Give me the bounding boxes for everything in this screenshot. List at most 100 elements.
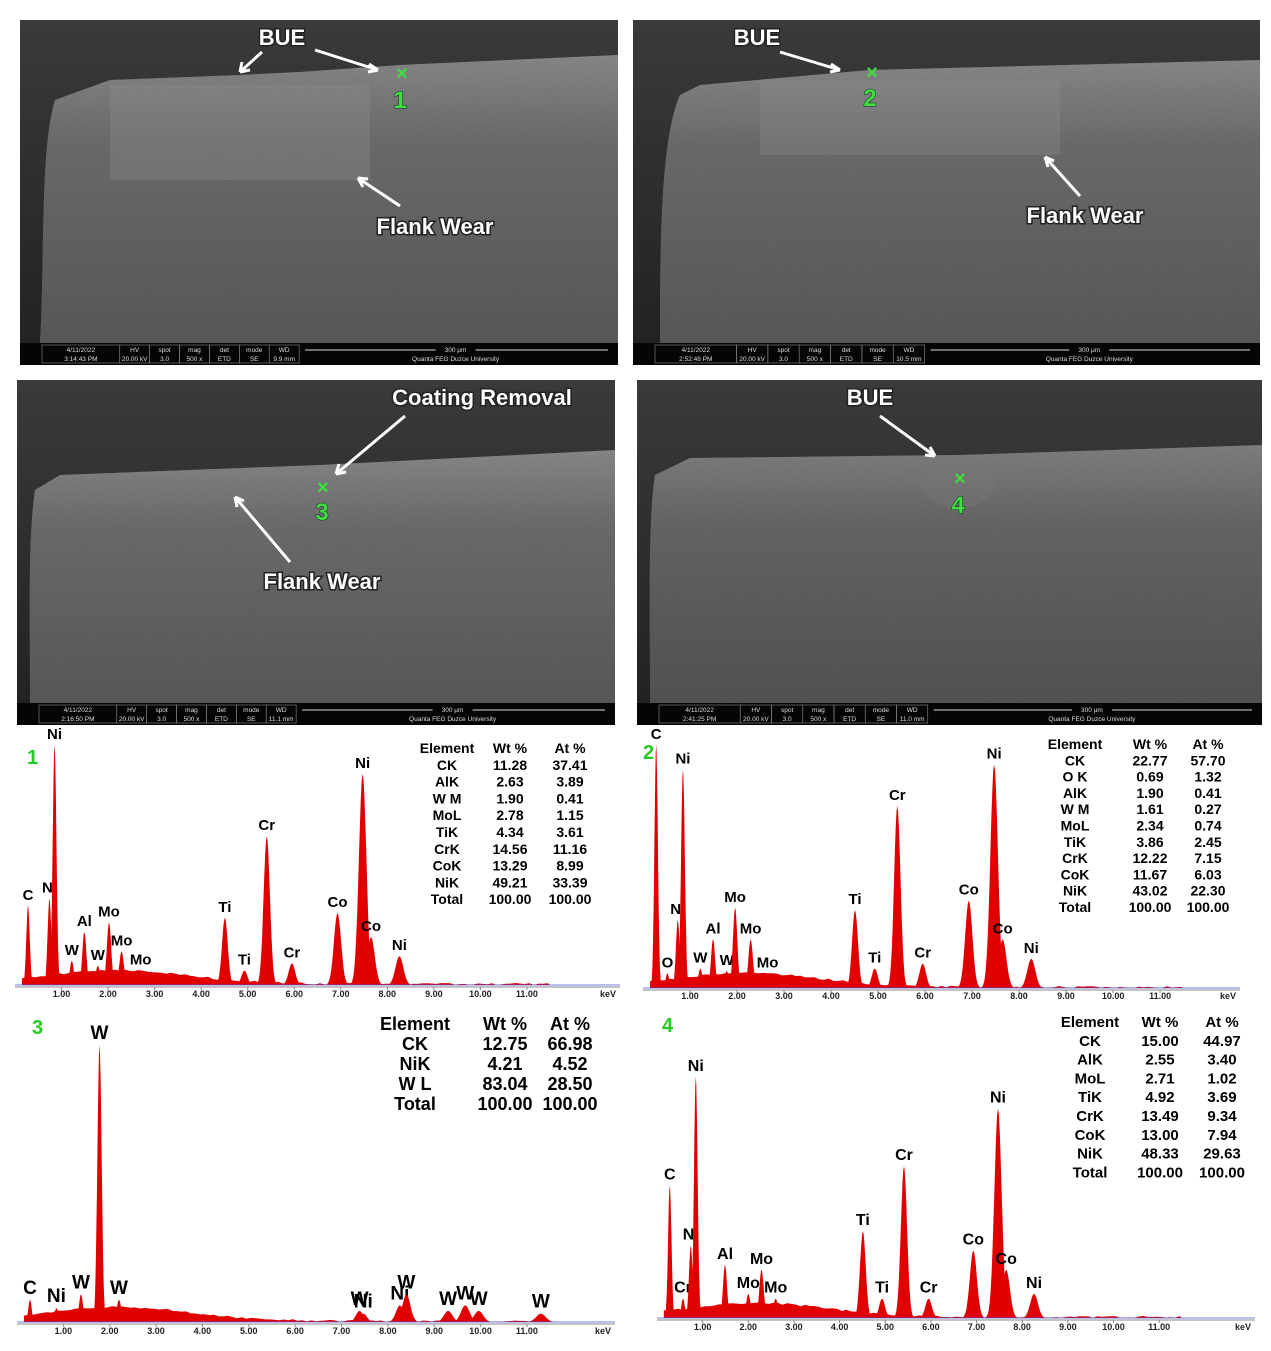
table-cell: CK [402,1034,428,1054]
table-cell: 2.34 [1136,818,1163,834]
sem-image: BUE × 2 Flank Wear [633,20,1260,343]
peak-label: W [532,1292,550,1313]
x-tick-label: 8.00 [379,989,397,999]
table-cell: 100.00 [1137,1164,1183,1181]
table-cell: 43.02 [1132,883,1167,899]
table-header: Wt % [1142,1014,1179,1031]
institution: Quanta FEG Duzce University [412,356,500,363]
x-tick-label: 8.00 [379,1326,397,1336]
table-cell: 44.97 [1203,1033,1241,1050]
annotation: BUE [734,25,780,50]
table-cell: CoK [1075,1127,1106,1144]
point-number: 1 [393,87,406,114]
info-value: ETD [843,716,856,723]
table-cell: MoL [433,807,462,823]
x-tick-label: 5.00 [869,991,887,1001]
x-tick-label: 1.00 [53,989,71,999]
info-value: SE [247,716,256,723]
x-tick-label: 10.00 [469,989,492,999]
x-tick-label: 10.00 [1102,1322,1125,1332]
table-cell: 4.92 [1145,1089,1174,1106]
table-header: Element [420,740,475,756]
peak-label: Al [706,920,721,937]
table-cell: 1.90 [1136,785,1163,801]
peak-label: Cr [284,944,301,961]
annotation: BUE [847,385,893,410]
info-bar [633,343,1260,365]
peak [916,1299,942,1318]
peak-label: Co [993,920,1013,937]
peak-label: Ni [355,755,370,772]
x-tick-label: 7.00 [968,1322,986,1332]
svg-text:×: × [866,62,878,84]
scale-label: 300 μm [1078,347,1100,354]
table-cell: 3.89 [556,774,583,790]
peak-label: Ti [848,891,861,908]
table-cell: 0.69 [1136,769,1163,785]
table-cell: 0.41 [556,790,583,806]
table-header: Element [1048,736,1103,752]
x-tick-label: 8.00 [1013,1322,1031,1332]
info-label: mag [185,707,198,714]
info-label: mode [246,347,263,354]
table-cell: NiK [400,1054,431,1074]
sem-image: BUE × 1 Flank Wear [20,20,618,343]
table-cell: AlK [435,774,459,790]
info-value: 20.00 kV [119,716,145,723]
peak-label: Mo [764,1280,787,1297]
table-header: At % [1205,1014,1238,1031]
peak-label: Ti [238,952,251,969]
table-cell: 29.63 [1203,1146,1241,1163]
peak-label: C [651,726,662,743]
peak [649,745,663,988]
peak-label: Cr [258,817,275,834]
peak-label: Ni [392,937,407,954]
info-value: 10.5 mm [896,356,921,363]
peak-label: Co [328,894,348,911]
peak-label: W [72,1272,90,1293]
peak [91,1045,108,1322]
table-cell: W M [433,790,462,806]
table-cell: Total [1073,1164,1108,1181]
table-cell: 2.63 [496,774,523,790]
info-date: 4/11/2022 [682,347,711,354]
x-tick-label: 2.00 [740,1322,758,1332]
table-cell: 13.49 [1141,1108,1179,1125]
x-tick-label: 11.00 [1149,991,1171,1001]
info-bar [637,703,1262,725]
info-value: ETD [218,356,231,363]
table-cell: 100.00 [1199,1164,1245,1181]
table-cell: 12.75 [482,1034,527,1054]
sem-image: BUE × 4 [637,380,1262,703]
x-tick-label: 1.00 [694,1322,712,1332]
x-axis-unit: keV [1235,1322,1251,1332]
table-cell: 7.94 [1207,1127,1237,1144]
x-tick-label: 4.00 [194,1326,212,1336]
x-tick-label: 4.00 [192,989,210,999]
info-value: 11.1 mm [269,716,294,723]
peak [1019,1294,1050,1318]
table-cell: 100.00 [1129,899,1172,915]
peak-label: Ni [1026,1275,1042,1292]
peak-label: Cr [920,1280,938,1297]
table-cell: CK [1079,1033,1101,1050]
table-header: At % [550,1014,590,1034]
table-cell: NiK [435,874,459,890]
table-cell: W M [1061,801,1090,817]
peak-label: Mo [111,932,133,949]
peak-label: Ni [47,726,62,743]
peak-label: Mo [724,889,746,906]
info-bar [20,343,618,365]
info-label: spot [155,707,167,714]
x-tick-label: 11.00 [516,989,538,999]
table-cell: 13.29 [492,858,527,874]
x-axis-unit: keV [595,1326,611,1336]
info-value: 3.0 [783,716,792,723]
x-tick-label: 7.00 [963,991,981,1001]
peak-label: C [23,887,34,904]
table-cell: 4.21 [487,1054,522,1074]
point-number: 2 [863,85,876,112]
x-tick-label: 5.00 [876,1322,894,1332]
peak-label: W [110,1278,128,1299]
table-cell: 48.33 [1141,1146,1179,1163]
